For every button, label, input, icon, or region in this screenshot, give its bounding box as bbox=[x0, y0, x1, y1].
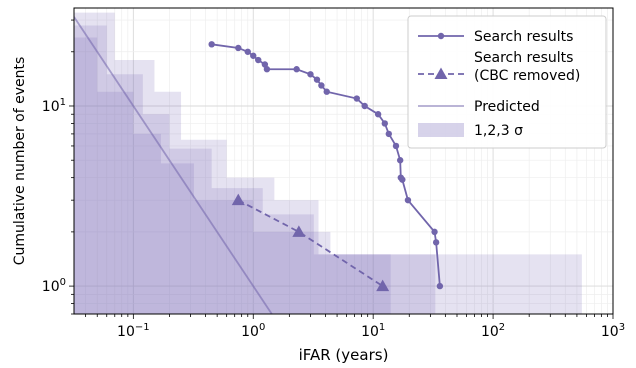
legend-label: 1,2,3 σ bbox=[474, 123, 523, 139]
legend-label: Search results bbox=[474, 50, 573, 66]
data-point-search-results bbox=[323, 88, 330, 95]
data-point-search-results bbox=[404, 196, 412, 204]
legend-marker-circle bbox=[437, 32, 445, 40]
legend-label: (CBC removed) bbox=[474, 68, 580, 84]
x-tick-label: 10−1 bbox=[117, 322, 150, 340]
data-point-search-results bbox=[399, 176, 406, 183]
data-point-search-results bbox=[374, 111, 382, 118]
legend-marker-triangle bbox=[434, 67, 448, 79]
data-point-search-results bbox=[318, 82, 325, 89]
legend-label: Predicted bbox=[474, 99, 540, 115]
x-tick-label: 102 bbox=[481, 322, 505, 340]
ticks: 10−1 100 101 102 103 100 101 bbox=[42, 19, 625, 340]
x-tick-label: 100 bbox=[241, 322, 265, 340]
legend-swatch-sigma bbox=[418, 123, 464, 137]
sigma-band-3 bbox=[74, 12, 582, 314]
data-point-search-results bbox=[432, 239, 440, 246]
grid bbox=[74, 8, 614, 315]
data-point-search-results bbox=[396, 157, 404, 164]
legend: Search results Search results (CBC removed… bbox=[407, 15, 607, 149]
legend-box bbox=[407, 15, 607, 149]
data-point-search-results bbox=[353, 95, 360, 102]
data-point-cbc-removed bbox=[231, 193, 245, 206]
y-tick-label: 100 bbox=[42, 277, 66, 295]
data-point-search-results bbox=[255, 56, 262, 64]
data-point-search-results bbox=[263, 66, 271, 73]
y-tick-label: 101 bbox=[42, 97, 66, 115]
series-line-predicted bbox=[74, 16, 273, 314]
data-point-search-results bbox=[250, 52, 257, 59]
data-point-search-results bbox=[431, 228, 438, 236]
data-point-search-results bbox=[436, 282, 444, 290]
data-point-search-results bbox=[293, 66, 300, 73]
sigma-bands bbox=[74, 12, 582, 314]
data-point-search-results bbox=[385, 130, 392, 138]
plot-frame bbox=[73, 7, 614, 315]
sigma-band-2 bbox=[74, 25, 436, 314]
x-axis-label: iFAR (years) bbox=[299, 346, 389, 364]
legend-label: Search results bbox=[474, 29, 573, 45]
data-point-search-results bbox=[208, 41, 215, 48]
data-point-cbc-removed bbox=[376, 279, 390, 292]
data-point-search-results bbox=[244, 48, 251, 55]
data-point-search-results bbox=[313, 76, 321, 83]
sigma-band-1 bbox=[74, 37, 391, 314]
series-line-cbc-removed bbox=[237, 199, 384, 287]
data-point-search-results bbox=[361, 102, 368, 110]
data-point-search-results bbox=[392, 142, 400, 150]
x-tick-label: 101 bbox=[361, 322, 385, 340]
series-group bbox=[74, 16, 444, 314]
x-tick-label: 103 bbox=[601, 322, 625, 340]
y-axis-label: Cumulative number of events bbox=[12, 57, 28, 266]
data-point-cbc-removed bbox=[292, 225, 306, 237]
data-point-search-results bbox=[235, 44, 242, 52]
data-point-search-results bbox=[307, 71, 314, 78]
data-point-search-results bbox=[381, 120, 388, 127]
